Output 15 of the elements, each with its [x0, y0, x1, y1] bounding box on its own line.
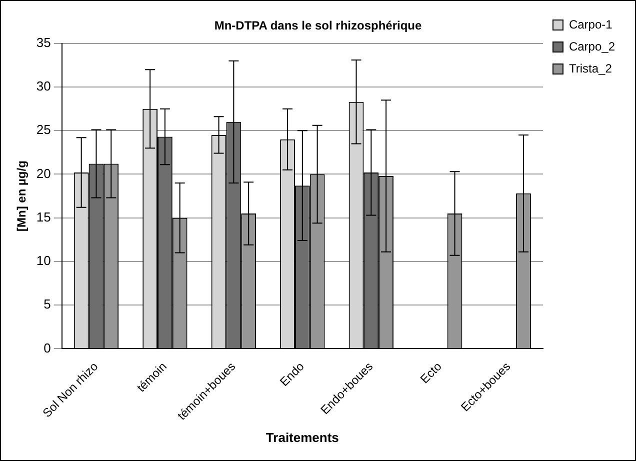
y-tick-label: 35: [36, 34, 51, 50]
y-tick-label: 25: [36, 122, 51, 138]
legend-label: Trista_2: [568, 61, 612, 76]
legend-label: Carpo-1: [568, 17, 613, 32]
y-axis-title: [Mn] en µg/g: [14, 160, 29, 232]
y-tick-label: 15: [36, 209, 51, 224]
x-axis-title: Traitements: [266, 430, 339, 445]
legend-label: Carpo_2: [568, 39, 616, 54]
y-tick-label: 5: [44, 296, 51, 312]
y-tick-label: 30: [36, 78, 51, 94]
y-tick-label: 10: [36, 253, 51, 268]
y-tick-label: 0: [44, 340, 51, 356]
y-tick-label: 20: [36, 166, 51, 181]
chart-title: Mn-DTPA dans le sol rhizosphérique: [214, 18, 422, 33]
x-tick-label: Ecto: [417, 359, 445, 386]
